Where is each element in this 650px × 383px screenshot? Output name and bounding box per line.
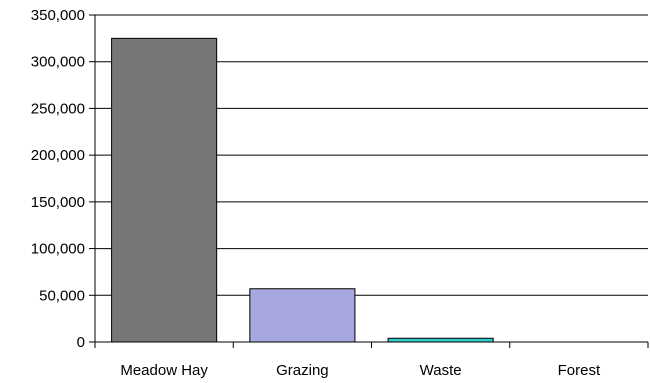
y-tick-label: 50,000 [39, 287, 85, 304]
x-axis-tick-labels: Meadow Hay Grazing Waste Forest [120, 362, 601, 379]
y-tick-label: 0 [77, 334, 85, 351]
bar-meadow-hay [111, 37, 218, 343]
x-tick-label: Meadow Hay [120, 362, 208, 379]
y-tick-label: 150,000 [31, 194, 85, 211]
y-tick-label: 100,000 [31, 241, 85, 258]
axes [89, 14, 649, 348]
bar-waste [387, 337, 494, 343]
x-tick-label: Grazing [276, 362, 329, 379]
y-axis-tick-labels: 0 50,000 100,000 150,000 200,000 250,000 300,0… [31, 7, 85, 351]
bars [111, 37, 494, 343]
x-tick-label: Forest [558, 362, 601, 379]
y-tick-label: 200,000 [31, 147, 85, 164]
y-tick-label: 350,000 [31, 7, 85, 24]
x-tick-label: Waste [420, 362, 462, 379]
bar-grazing [249, 288, 356, 343]
y-tick-label: 250,000 [31, 100, 85, 117]
y-tick-label: 300,000 [31, 54, 85, 71]
